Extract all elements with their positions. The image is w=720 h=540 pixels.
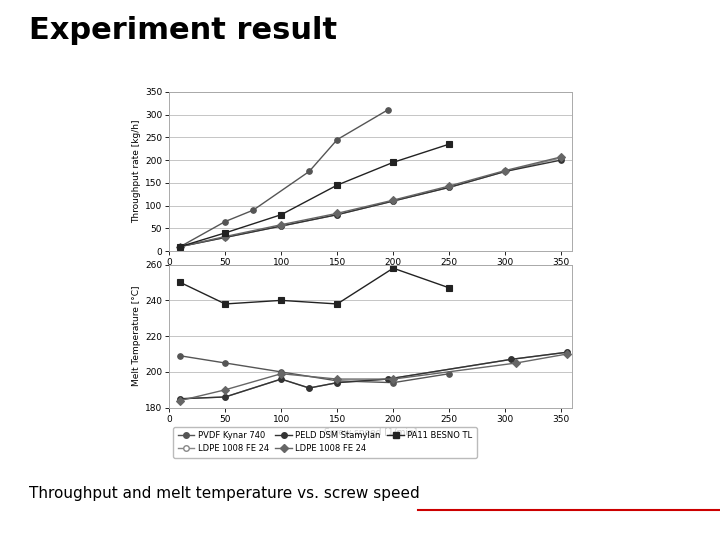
X-axis label: Screw speed [1/min]: Screw speed [1/min]: [324, 428, 418, 437]
Text: Throughput and melt temperature vs. screw speed: Throughput and melt temperature vs. scre…: [29, 486, 420, 501]
Legend: PVDF Kynar 740, LDPE 1008 FE 24, PELD DSM Stamylan, LDPE 1008 FE 24, PA11 BESNO : PVDF Kynar 740, LDPE 1008 FE 24, PELD DS…: [174, 427, 477, 457]
X-axis label: Screw speed [1/min]: Screw speed [1/min]: [324, 271, 418, 280]
Y-axis label: Melt Temperature [°C]: Melt Temperature [°C]: [132, 286, 141, 387]
Y-axis label: Throughput rate [kg/h]: Throughput rate [kg/h]: [132, 120, 141, 223]
Text: Experiment result: Experiment result: [29, 16, 337, 45]
